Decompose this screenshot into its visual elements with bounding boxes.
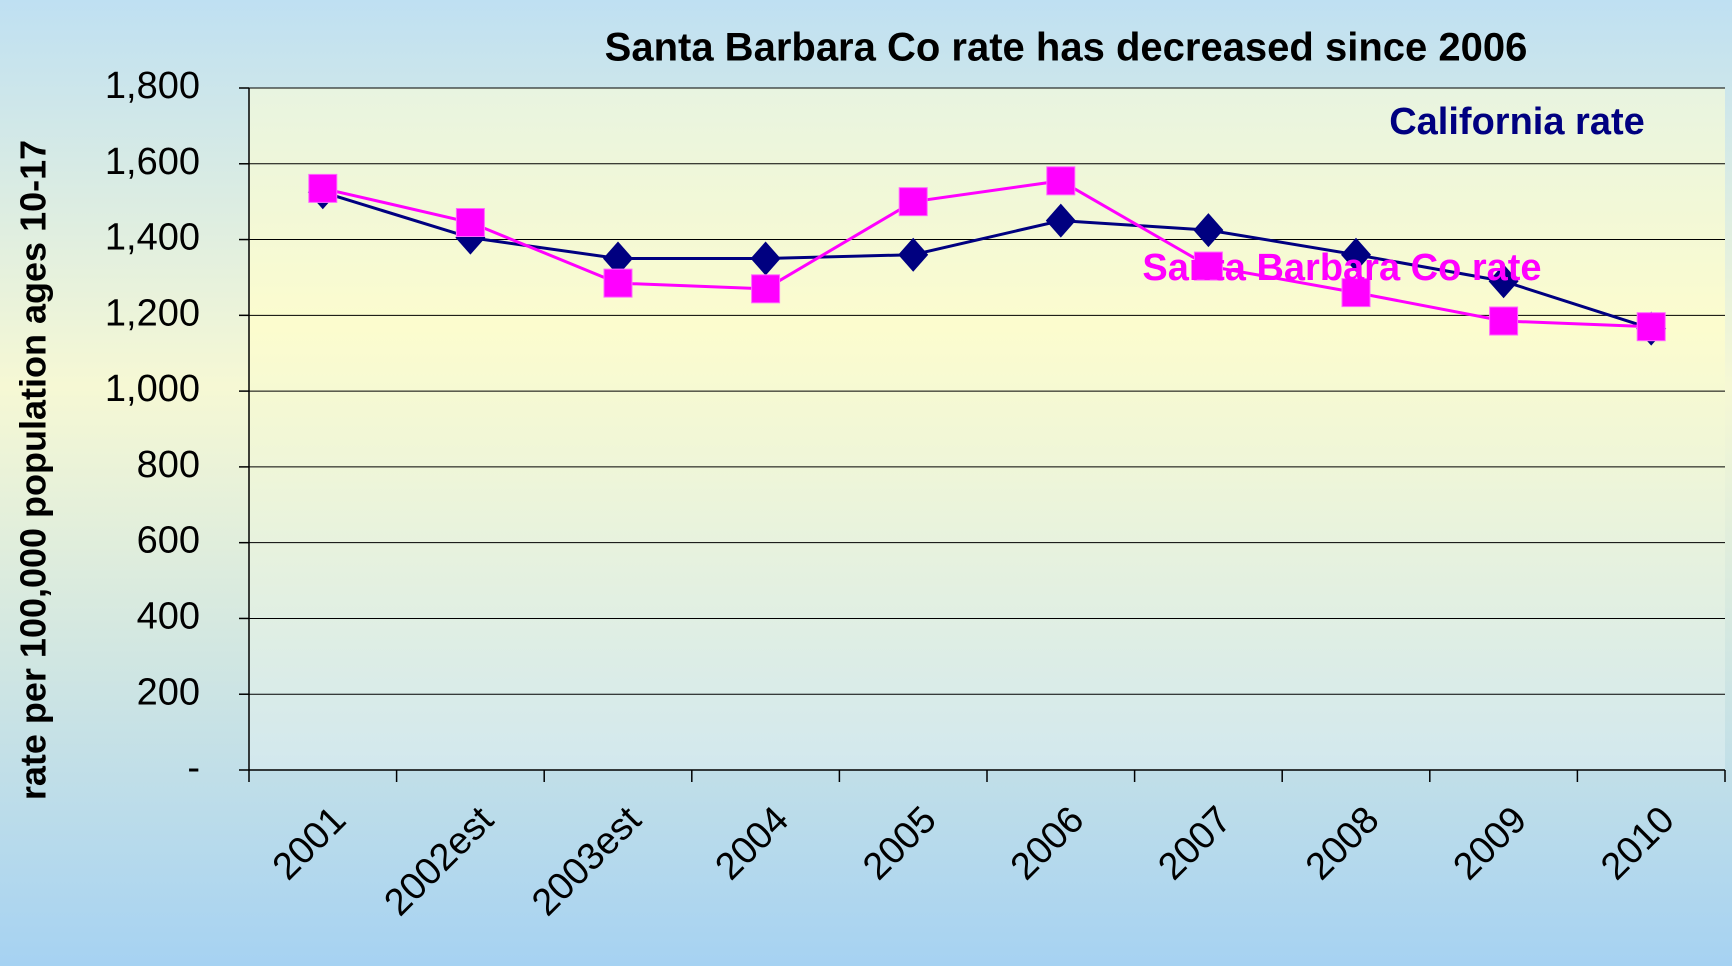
y-tick-label: 200	[137, 671, 200, 713]
y-tick-label: 1,400	[105, 217, 200, 259]
marker	[1045, 203, 1076, 238]
marker	[1341, 278, 1371, 308]
marker	[898, 187, 928, 217]
marker	[455, 208, 485, 238]
chart-title: Santa Barbara Co rate has decreased sinc…	[605, 26, 1528, 70]
series-line	[322, 179, 1652, 329]
y-tick-label: 1,200	[105, 292, 200, 334]
y-tick-label: 800	[137, 444, 200, 486]
y-tick-label: 1,000	[105, 368, 200, 410]
marker	[750, 241, 781, 276]
y-tick-label: 400	[137, 595, 200, 637]
y-tick-label: 600	[137, 520, 200, 562]
y-tick-label: 1,800	[105, 65, 200, 107]
marker	[603, 241, 633, 276]
marker	[1489, 306, 1519, 336]
plot-area	[249, 88, 1725, 770]
marker	[1193, 251, 1223, 281]
y-tick-label: 1,600	[105, 141, 200, 183]
legend-label: Santa Barbara Co rate	[1142, 247, 1541, 289]
marker	[1488, 264, 1519, 299]
marker	[751, 274, 781, 304]
y-axis-label: rate per 100,000 population ages 10-17	[13, 140, 54, 800]
marker	[1193, 213, 1224, 248]
y-tick-label: -	[187, 747, 200, 789]
marker	[1636, 312, 1666, 342]
marker	[603, 268, 633, 298]
marker	[1046, 166, 1076, 196]
marker	[898, 237, 929, 272]
marker	[308, 173, 338, 203]
series-line	[322, 190, 1652, 331]
legend-label: California rate	[1389, 101, 1645, 143]
marker	[1341, 237, 1371, 272]
